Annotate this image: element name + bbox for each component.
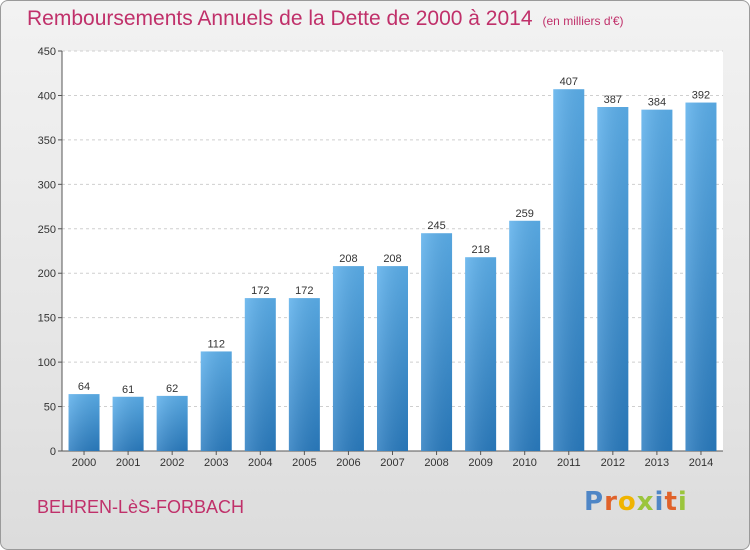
logo-letter: x xyxy=(636,487,655,517)
bar-shade xyxy=(509,220,541,451)
y-tick-label: 350 xyxy=(38,135,56,147)
logo-letter: r xyxy=(604,487,618,517)
data-label-2007: 208 xyxy=(383,253,401,265)
commune-name: BEHREN-LèS-FORBACH xyxy=(37,497,245,517)
x-tick-label-2014: 2014 xyxy=(689,457,713,469)
data-label-2009: 218 xyxy=(471,244,489,256)
y-tick-label: 200 xyxy=(38,268,56,280)
bar-shade xyxy=(377,266,408,451)
x-tick-label-2007: 2007 xyxy=(380,457,404,469)
logo-letter: o xyxy=(617,487,637,517)
bar-shade xyxy=(288,298,320,451)
data-label-2004: 172 xyxy=(251,285,269,297)
x-tick-label-2003: 2003 xyxy=(204,457,228,469)
chart-title: Remboursements Annuels de la Dette de 20… xyxy=(27,7,624,31)
chart-unit: (en milliers d'€) xyxy=(542,14,624,28)
bar-shade xyxy=(156,395,188,451)
x-tick-label-2002: 2002 xyxy=(160,457,184,469)
x-tick-label-2008: 2008 xyxy=(424,457,448,469)
data-label-2008: 245 xyxy=(427,220,445,232)
data-label-2010: 259 xyxy=(516,208,534,220)
x-tick-label-2011: 2011 xyxy=(557,457,581,469)
x-tick-label-2012: 2012 xyxy=(601,457,625,469)
y-tick-label: 250 xyxy=(38,224,56,236)
bar-shade xyxy=(465,257,497,451)
data-label-2005: 172 xyxy=(295,285,313,297)
bar-shade xyxy=(685,102,717,452)
y-tick-label: 400 xyxy=(38,90,56,102)
y-tick-label: 450 xyxy=(38,46,56,58)
x-tick-label-2000: 2000 xyxy=(72,457,96,469)
bar-shade xyxy=(112,396,144,451)
x-tick-label-2013: 2013 xyxy=(645,457,669,469)
x-tick-label-2001: 2001 xyxy=(116,457,140,469)
bar-shade xyxy=(553,89,585,451)
y-tick-label: 0 xyxy=(50,446,56,458)
data-label-2002: 62 xyxy=(166,383,178,395)
data-label-2011: 407 xyxy=(560,76,578,88)
x-tick-label-2009: 2009 xyxy=(468,457,492,469)
data-label-2006: 208 xyxy=(339,253,357,265)
bar-shade xyxy=(641,109,673,452)
proxiti-logo: Proxiti xyxy=(584,487,688,517)
bar-shade xyxy=(200,351,232,451)
logo-letter: P xyxy=(584,487,605,517)
y-tick-label: 300 xyxy=(38,179,56,191)
bar-shade xyxy=(68,394,100,451)
data-label-2012: 387 xyxy=(604,94,622,106)
bar-shade xyxy=(244,298,276,451)
logo-letter: i xyxy=(677,487,688,517)
x-tick-label-2005: 2005 xyxy=(292,457,316,469)
y-tick-label: 100 xyxy=(38,357,56,369)
y-tick-label: 50 xyxy=(44,402,56,414)
x-tick-label-2006: 2006 xyxy=(336,457,360,469)
data-label-2000: 64 xyxy=(78,381,90,393)
data-label-2001: 61 xyxy=(122,384,134,396)
logo-letter: t xyxy=(664,487,678,517)
chart-title-text: Remboursements Annuels de la Dette de 20… xyxy=(27,7,533,30)
bar-shade xyxy=(597,107,629,451)
bar-shade xyxy=(421,233,453,451)
data-label-2014: 392 xyxy=(692,90,710,102)
data-label-2013: 384 xyxy=(648,97,666,109)
y-tick-label: 150 xyxy=(38,313,56,325)
x-tick-label-2004: 2004 xyxy=(248,457,272,469)
logo-letter: i xyxy=(654,487,665,517)
x-tick-label-2010: 2010 xyxy=(512,457,536,469)
data-label-2003: 112 xyxy=(207,338,225,350)
bar-shade xyxy=(332,266,364,451)
